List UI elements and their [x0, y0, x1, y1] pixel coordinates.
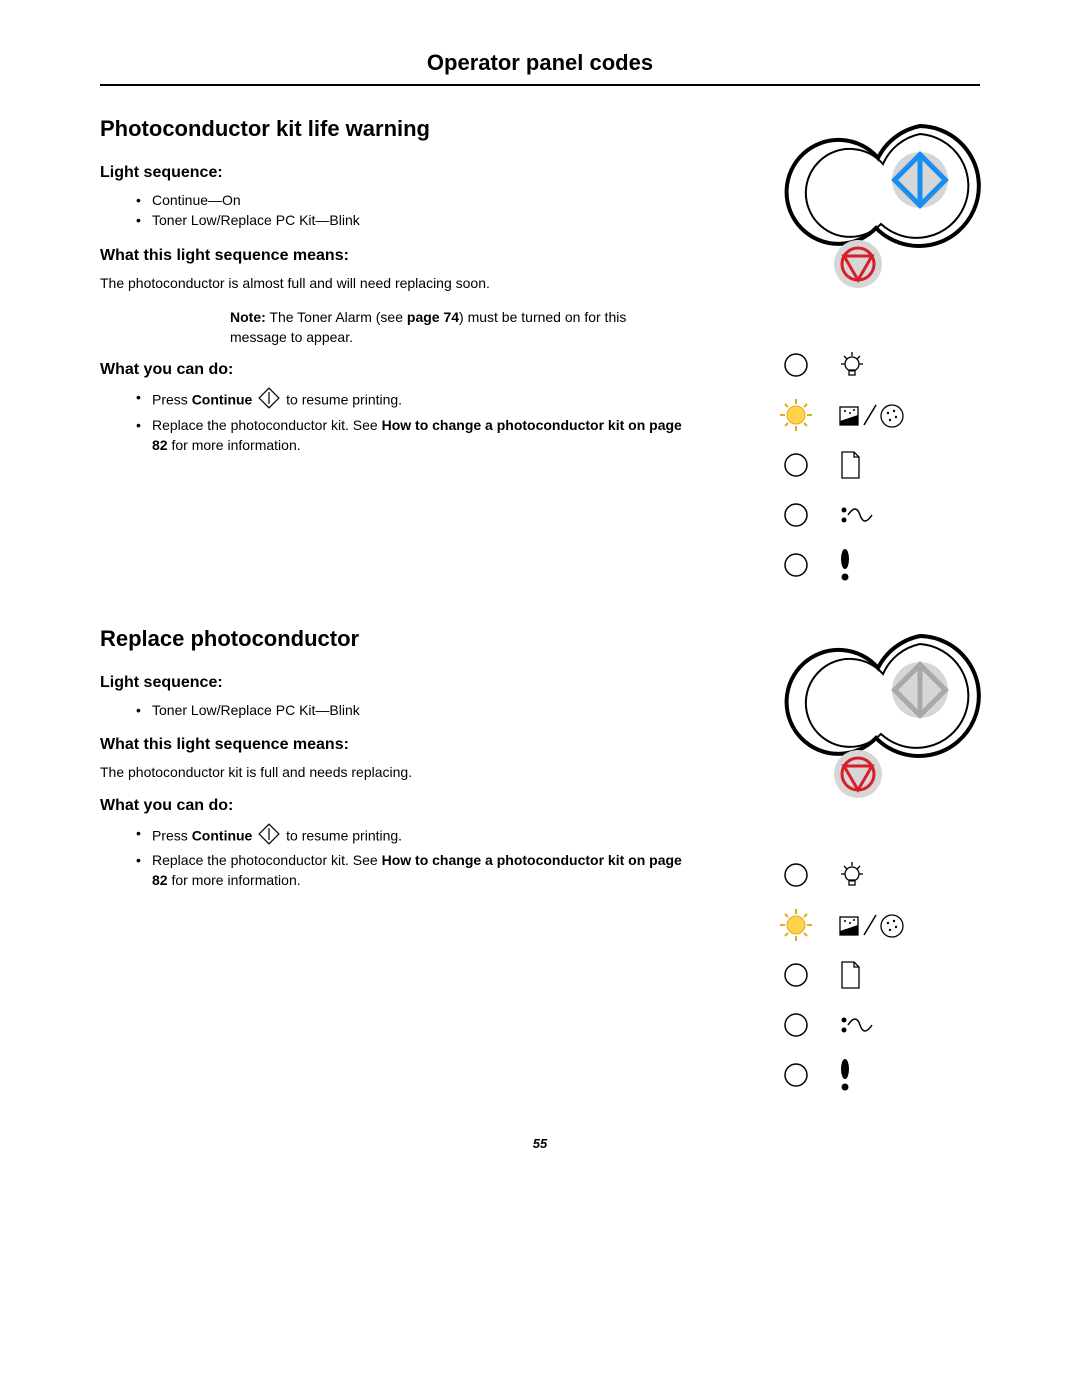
status-row-ready: [778, 857, 1000, 893]
operator-panel: [770, 116, 1000, 597]
do-list: Press Continue to resume printing. Repla…: [100, 823, 690, 891]
note-block: Note: The Toner Alarm (see page 74) must…: [100, 307, 690, 348]
led-off-icon: [778, 347, 814, 383]
do-header: What you can do:: [100, 797, 690, 815]
list-item: Press Continue to resume printing.: [136, 823, 690, 850]
do-text: Replace the photoconductor kit. See: [152, 417, 382, 433]
operator-panel: [770, 626, 1000, 1107]
status-row-jam: [778, 1007, 1000, 1043]
light-sequence-list: Toner Low/Replace PC Kit—Blink: [100, 700, 690, 720]
list-item: Replace the photoconductor kit. See How …: [136, 850, 690, 891]
note-link[interactable]: page 74: [407, 309, 459, 325]
list-item: Press Continue to resume printing.: [136, 387, 690, 414]
list-item: Continue—On: [136, 190, 690, 210]
status-row-jam: [778, 497, 1000, 533]
continue-icon: [258, 823, 280, 850]
do-text: Press: [152, 827, 192, 843]
toner-icon: [838, 401, 908, 429]
do-text: for more information.: [168, 437, 301, 453]
do-text: to resume printing.: [286, 392, 402, 408]
led-blink-icon: [778, 397, 814, 433]
page-title: Operator panel codes: [100, 50, 980, 86]
light-sequence-header: Light sequence:: [100, 674, 690, 692]
status-row-toner: [778, 397, 1000, 433]
do-text: for more information.: [168, 872, 301, 888]
do-bold: Continue: [192, 392, 253, 408]
section-photoconductor-warning: Photoconductor kit life warning Light se…: [100, 116, 980, 566]
status-row-error: [778, 547, 1000, 583]
section-replace-photoconductor: Replace photoconductor Light sequence: T…: [100, 626, 980, 1076]
error-icon: [838, 548, 852, 582]
status-row-ready: [778, 347, 1000, 383]
status-row-error: [778, 1057, 1000, 1093]
bulb-icon: [838, 350, 866, 380]
note-text-a: The Toner Alarm (see: [266, 309, 407, 325]
panel-buttons-icon: [770, 626, 1000, 836]
jam-icon: [838, 1012, 874, 1038]
led-blink-icon: [778, 907, 814, 943]
list-item: Toner Low/Replace PC Kit—Blink: [136, 700, 690, 720]
do-list: Press Continue to resume printing. Repla…: [100, 387, 690, 455]
status-row-toner: [778, 907, 1000, 943]
do-bold: Continue: [192, 827, 253, 843]
status-row-load-paper: [778, 447, 1000, 483]
means-text: The photoconductor is almost full and wi…: [100, 273, 690, 293]
do-header: What you can do:: [100, 361, 690, 379]
led-off-icon: [778, 857, 814, 893]
list-item: Replace the photoconductor kit. See How …: [136, 415, 690, 456]
jam-icon: [838, 502, 874, 528]
led-off-icon: [778, 1057, 814, 1093]
means-text: The photoconductor kit is full and needs…: [100, 762, 690, 782]
led-off-icon: [778, 957, 814, 993]
error-icon: [838, 1058, 852, 1092]
led-off-icon: [778, 1007, 814, 1043]
means-header: What this light sequence means:: [100, 736, 690, 754]
status-lights: [770, 347, 1000, 583]
page-number: 55: [100, 1136, 980, 1151]
light-sequence-list: Continue—On Toner Low/Replace PC Kit—Bli…: [100, 190, 690, 231]
led-off-icon: [778, 447, 814, 483]
do-text: Replace the photoconductor kit. See: [152, 852, 382, 868]
bulb-icon: [838, 860, 866, 890]
status-lights: [770, 857, 1000, 1093]
page-icon: [838, 450, 862, 480]
led-off-icon: [778, 547, 814, 583]
do-text: to resume printing.: [286, 827, 402, 843]
status-row-load-paper: [778, 957, 1000, 993]
list-item: Toner Low/Replace PC Kit—Blink: [136, 210, 690, 230]
panel-buttons-icon: [770, 116, 1000, 326]
continue-icon: [258, 387, 280, 414]
do-text: Press: [152, 392, 192, 408]
means-header: What this light sequence means:: [100, 247, 690, 265]
note-label: Note:: [230, 309, 266, 325]
page-icon: [838, 960, 862, 990]
led-off-icon: [778, 497, 814, 533]
light-sequence-header: Light sequence:: [100, 164, 690, 182]
toner-icon: [838, 911, 908, 939]
